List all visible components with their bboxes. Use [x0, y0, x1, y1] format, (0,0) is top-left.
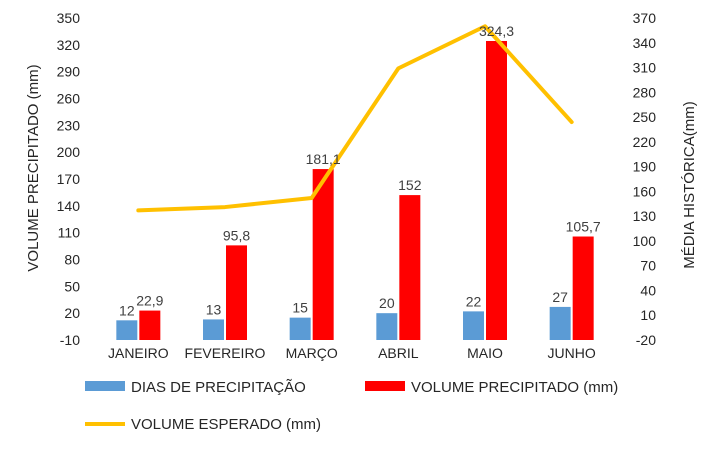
bar-dias-precipitacao: [289, 317, 311, 340]
legend-label-volume-precipitado: VOLUME PRECIPITADO (mm): [411, 379, 618, 396]
data-label: 27: [552, 289, 568, 305]
category-label: MARÇO: [286, 345, 338, 361]
left-tick-label: 140: [57, 198, 81, 214]
left-tick-label: 350: [57, 10, 81, 26]
bar-dias-precipitacao: [549, 306, 571, 340]
left-axis-title: VOLUME PRECIPITADO (mm): [25, 64, 42, 271]
data-label: 95,8: [223, 227, 250, 243]
category-label: FEVEREIRO: [185, 345, 266, 361]
data-label: 181,1: [306, 151, 341, 167]
left-tick-label: 260: [57, 91, 81, 107]
right-tick-label: 280: [633, 84, 657, 100]
bar-dias-precipitacao: [376, 313, 398, 340]
category-label: ABRIL: [378, 345, 419, 361]
line-volume-esperado: [136, 24, 574, 213]
right-tick-label: 310: [633, 60, 657, 76]
right-tick-label: 370: [633, 10, 657, 26]
right-tick-label: 190: [633, 159, 657, 175]
category-axis-labels: JANEIRO FEVEREIRO MARÇO ABRIL MAIO JUNHO: [108, 345, 596, 361]
data-label: 13: [206, 301, 222, 317]
left-tick-label: -10: [60, 332, 80, 348]
data-label: 12: [119, 302, 135, 318]
bar-volume-precipitado: [139, 310, 161, 340]
right-tick-label: 130: [633, 208, 657, 224]
bar-volume-precipitado: [312, 169, 334, 340]
data-label: 15: [292, 300, 308, 316]
left-tick-label: 290: [57, 64, 81, 80]
legend-label-dias: DIAS DE PRECIPITAÇÃO: [131, 379, 306, 396]
right-tick-label: 220: [633, 134, 657, 150]
data-label: 22,9: [136, 293, 163, 309]
data-label: 20: [379, 295, 395, 311]
legend-swatch-volume-precipitado: [365, 381, 405, 391]
bar-volume-precipitado: [399, 195, 421, 340]
left-tick-label: 170: [57, 171, 81, 187]
left-tick-label: 80: [64, 252, 80, 268]
bar-dias-precipitacao: [203, 319, 224, 340]
right-axis-ticks: 370 340 310 280 250 220 190 160 130 100 70 40 10 -20: [633, 10, 657, 348]
left-tick-label: 320: [57, 37, 81, 53]
category-label: JUNHO: [548, 345, 596, 361]
right-tick-label: 10: [640, 307, 656, 323]
right-axis-title: MÉDIA HISTÓRICA(mm): [681, 101, 698, 269]
bar-dias-precipitacao: [463, 311, 484, 340]
bar-volume-precipitado: [572, 236, 594, 340]
left-tick-label: 50: [64, 278, 80, 294]
data-label: 22: [466, 293, 482, 309]
data-label: 152: [398, 177, 422, 193]
data-label: 324,3: [479, 23, 514, 39]
right-tick-label: 70: [640, 258, 656, 274]
bar-dias-precipitacao: [116, 320, 138, 340]
data-label: 105,7: [566, 219, 601, 235]
category-label: MAIO: [467, 345, 503, 361]
left-axis-ticks: 350 320 290 260 230 200 170 140 110 80 50 20 -10: [57, 10, 81, 348]
left-tick-label: 110: [58, 225, 81, 241]
category-label: JANEIRO: [108, 345, 169, 361]
right-tick-label: 40: [640, 282, 656, 298]
legend-swatch-dias: [85, 381, 125, 391]
legend-label-volume-esperado: VOLUME ESPERADO (mm): [131, 416, 321, 433]
right-tick-label: 100: [633, 233, 657, 249]
left-tick-label: 20: [64, 305, 80, 321]
right-tick-label: 160: [633, 183, 657, 199]
legend: DIAS DE PRECIPITAÇÃO VOLUME PRECIPITADO (…: [85, 379, 618, 433]
right-tick-label: -20: [636, 332, 656, 348]
bar-volume-precipitado: [486, 40, 507, 341]
right-tick-label: 250: [633, 109, 657, 125]
left-tick-label: 230: [57, 117, 81, 133]
left-tick-label: 200: [57, 144, 81, 160]
bar-volume-precipitado: [226, 245, 247, 340]
right-tick-label: 340: [633, 35, 657, 51]
plot-area: 12 13 15 20 22 27 22,9 95,8 181,1 152 324,3 105,7: [116, 23, 601, 341]
